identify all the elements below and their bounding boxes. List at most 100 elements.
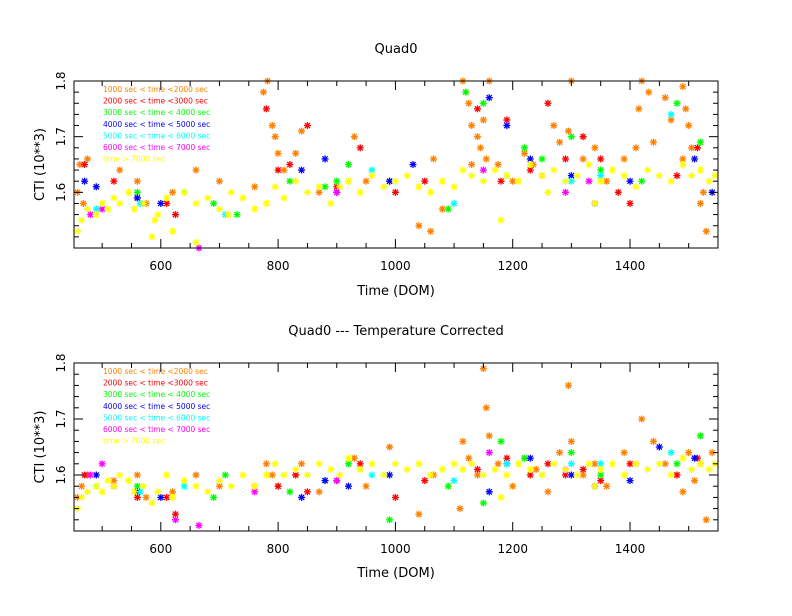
data-point xyxy=(286,488,294,496)
data-point xyxy=(139,482,147,490)
data-point xyxy=(78,216,86,224)
y-axis-label: CTI (10**3) xyxy=(33,128,48,201)
data-point xyxy=(485,488,493,496)
data-point xyxy=(142,493,150,501)
data-point xyxy=(315,183,323,191)
data-point xyxy=(632,183,640,191)
data-point xyxy=(562,465,570,473)
data-point xyxy=(148,499,156,507)
data-point xyxy=(81,471,89,479)
data-point xyxy=(298,460,306,468)
data-point xyxy=(239,471,247,479)
data-point xyxy=(591,199,599,207)
data-point xyxy=(133,177,141,185)
data-point xyxy=(702,227,710,235)
data-point xyxy=(280,194,288,202)
data-point xyxy=(368,172,376,180)
data-point xyxy=(538,155,546,163)
data-point xyxy=(224,211,232,219)
data-point xyxy=(262,105,270,113)
data-point xyxy=(133,194,141,202)
data-point xyxy=(603,482,611,490)
data-point xyxy=(567,437,575,445)
data-point xyxy=(474,465,482,473)
data-point xyxy=(110,482,118,490)
y-tick-label: 1.8 xyxy=(54,71,68,90)
data-point xyxy=(688,172,696,180)
data-point xyxy=(157,199,165,207)
legend-entry: 4000 sec < time < 5000 sec xyxy=(103,402,210,411)
data-point xyxy=(682,105,690,113)
data-point xyxy=(585,177,593,185)
data-point xyxy=(251,482,259,490)
data-point xyxy=(262,471,270,479)
legend-entry: 1000 sec < time <2000 sec xyxy=(103,85,208,94)
data-point xyxy=(450,183,458,191)
legend-entry: 3000 sec < time < 4000 sec xyxy=(103,390,210,399)
data-point xyxy=(638,415,646,423)
data-point xyxy=(298,493,306,501)
data-point xyxy=(699,188,707,196)
data-point xyxy=(503,122,511,130)
data-point xyxy=(691,477,699,485)
data-points xyxy=(74,77,719,252)
data-point xyxy=(691,454,699,462)
data-point xyxy=(468,460,476,468)
data-point xyxy=(688,465,696,473)
y-tick-label: 1.6 xyxy=(54,183,68,202)
data-point xyxy=(465,454,473,462)
data-point xyxy=(585,161,593,168)
data-point xyxy=(251,205,259,213)
data-point xyxy=(459,166,467,174)
data-point xyxy=(620,471,628,479)
legend-entry: 2000 sec < time <3000 sec xyxy=(103,379,208,388)
data-point xyxy=(585,460,593,468)
data-point xyxy=(550,122,558,130)
y-tick-label: 1.8 xyxy=(54,353,68,372)
data-point xyxy=(597,471,605,479)
data-point xyxy=(268,471,276,479)
data-point xyxy=(215,205,223,213)
data-point xyxy=(315,460,323,468)
data-point xyxy=(503,460,511,468)
x-tick-label: 1200 xyxy=(497,259,528,273)
data-point xyxy=(485,94,493,102)
data-point xyxy=(368,460,376,468)
data-point xyxy=(227,188,235,196)
data-point xyxy=(74,227,82,235)
data-point xyxy=(465,99,473,107)
plot-quad0-temperature-corrected: Quad0 --- Temperature Corrected Time (DOM… xyxy=(33,324,719,581)
data-point xyxy=(415,510,423,518)
data-point xyxy=(362,177,370,185)
data-point xyxy=(386,443,394,451)
data-point xyxy=(573,172,581,180)
data-point xyxy=(303,188,311,196)
data-point xyxy=(479,499,487,507)
data-point xyxy=(655,460,663,468)
data-point xyxy=(491,166,499,174)
data-point xyxy=(497,493,505,501)
data-point xyxy=(415,183,423,191)
data-point xyxy=(655,443,663,451)
data-point xyxy=(215,477,223,485)
data-point xyxy=(303,122,311,130)
data-point xyxy=(368,471,376,479)
data-point xyxy=(130,205,138,213)
data-point xyxy=(210,199,218,207)
data-point xyxy=(644,465,652,473)
data-point xyxy=(632,460,640,468)
data-point xyxy=(148,233,156,241)
data-point xyxy=(292,149,300,157)
data-point xyxy=(76,161,84,168)
y-tick-label: 1.7 xyxy=(54,127,68,146)
data-point xyxy=(157,493,165,501)
data-point xyxy=(78,493,86,501)
data-point xyxy=(83,205,91,213)
data-point xyxy=(92,471,100,479)
data-point xyxy=(503,172,511,180)
data-point xyxy=(479,99,487,107)
data-point xyxy=(92,183,100,191)
data-point xyxy=(251,183,259,191)
data-point xyxy=(503,454,511,462)
data-point xyxy=(450,477,458,485)
